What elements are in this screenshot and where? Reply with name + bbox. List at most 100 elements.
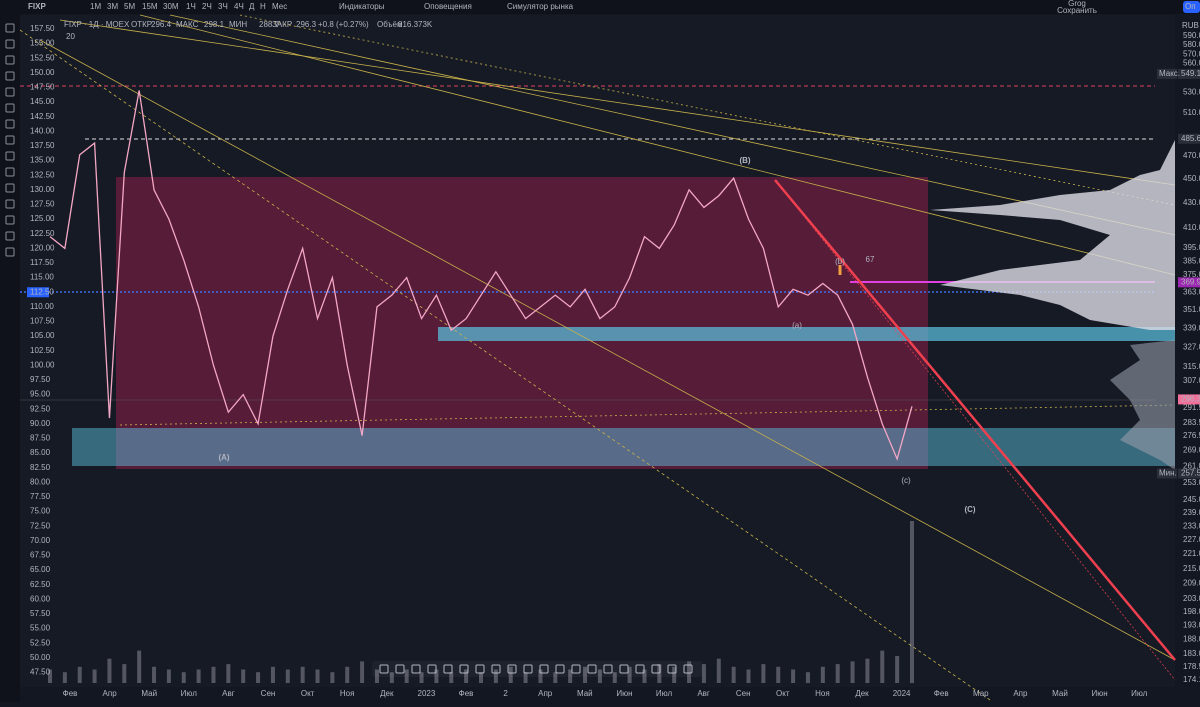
x-axis-label: Ноя (340, 689, 355, 698)
interval-button[interactable]: Н (260, 2, 266, 11)
interval-button[interactable]: 15М (142, 2, 158, 11)
tool-icon[interactable] (5, 135, 15, 145)
volume-bar (791, 669, 796, 683)
replay-button[interactable]: Симулятор рынка (507, 2, 574, 11)
tool-icon[interactable] (491, 664, 501, 674)
tool-icon[interactable] (507, 664, 517, 674)
tool-icon[interactable] (619, 664, 629, 674)
tool-icon[interactable] (555, 664, 565, 674)
badge-label: Мин. (1159, 469, 1177, 478)
live-button[interactable] (1183, 1, 1200, 13)
tool-icon[interactable] (683, 664, 693, 674)
tool-icon[interactable] (475, 664, 485, 674)
legend-title: FIXP · 1Д · MOEX (64, 20, 130, 29)
tool-icon[interactable] (5, 71, 15, 81)
volume-profile (1110, 340, 1175, 470)
tool-icon[interactable] (411, 664, 421, 674)
interval-button[interactable]: 5М (124, 2, 135, 11)
tool-icon[interactable] (5, 231, 15, 241)
price-line (49, 90, 913, 461)
left-axis-label: 122.50 (30, 229, 55, 238)
left-axis-label: 67.50 (30, 551, 51, 560)
wave-line (774, 179, 1176, 681)
interval-button[interactable]: 1Ч (186, 2, 196, 11)
tool-icon[interactable] (5, 55, 15, 65)
alerts-button[interactable]: Оповещения (424, 2, 472, 11)
price-badge (1178, 468, 1200, 479)
tool-icon[interactable] (603, 664, 613, 674)
tool-icon[interactable] (5, 103, 15, 113)
tool-icon[interactable] (5, 23, 15, 33)
interval-button[interactable]: 3М (107, 2, 118, 11)
volume-bar (211, 666, 216, 683)
tool-icon[interactable] (5, 183, 15, 193)
tool-icon[interactable] (635, 664, 645, 674)
tool-icon[interactable] (523, 664, 533, 674)
tool-icon[interactable] (5, 39, 15, 49)
volume-bar (122, 664, 127, 683)
tool-icon[interactable] (5, 151, 15, 161)
left-axis-label: 97.50 (30, 375, 51, 384)
x-axis-label: Апр (103, 689, 118, 698)
tool-icon[interactable] (443, 664, 453, 674)
tool-icon[interactable] (539, 664, 549, 674)
left-axis-label: 120.00 (30, 243, 55, 252)
volume-bar (181, 672, 186, 683)
left-axis-label: 112.50 (30, 287, 54, 296)
right-axis-label: 510.0 (1183, 108, 1200, 117)
tool-icon[interactable] (651, 664, 661, 674)
right-axis-label: 221.0 (1183, 549, 1200, 558)
volume-bar (449, 672, 454, 683)
tool-icon[interactable] (459, 664, 469, 674)
wave-label: (c) (901, 476, 911, 485)
left-axis-label: 82.50 (30, 463, 51, 472)
left-axis-label: 52.50 (30, 638, 51, 647)
x-axis-label: Май (577, 689, 593, 698)
interval-button[interactable]: 1М (90, 2, 101, 11)
badge-value: 296.3 (1181, 395, 1200, 404)
interval-button[interactable]: 3Ч (218, 2, 228, 11)
tool-icon[interactable] (5, 87, 15, 97)
volume-bar (523, 672, 528, 683)
tool-icon[interactable] (5, 247, 15, 257)
interval-button[interactable]: 2Ч (202, 2, 212, 11)
tool-icon[interactable] (5, 119, 15, 129)
interval-button[interactable]: 4Ч (234, 2, 244, 11)
tool-icon[interactable] (5, 215, 15, 225)
user-name: Grog (1068, 0, 1086, 8)
support-zone (438, 327, 1175, 341)
interval-button[interactable]: Д (249, 2, 255, 11)
tool-icon[interactable] (5, 199, 15, 209)
volume-bar (553, 672, 558, 683)
tool-icon[interactable] (667, 664, 677, 674)
tool-icon[interactable] (395, 664, 405, 674)
tool-icon[interactable] (587, 664, 597, 674)
symbol[interactable]: FIXP (28, 2, 46, 11)
tool-icon[interactable] (379, 664, 389, 674)
right-axis-label: 590.0 (1183, 31, 1200, 40)
right-axis-label: 193.0 (1183, 621, 1200, 630)
drawing-toolbar[interactable] (372, 661, 702, 677)
left-axis-label: 127.50 (30, 200, 55, 209)
left-axis-label: 75.00 (30, 507, 51, 516)
right-axis-label: 269.0 (1183, 446, 1200, 455)
x-axis-label: Фев (459, 689, 474, 698)
tool-icon[interactable] (427, 664, 437, 674)
wave-label: (a) (792, 321, 802, 330)
tool-icon[interactable] (571, 664, 581, 674)
indicators-button[interactable]: Индикаторы (339, 2, 385, 11)
tool-icon[interactable] (5, 167, 15, 177)
volume-bar (642, 669, 647, 683)
ma-length: 20 (66, 32, 75, 41)
interval-button[interactable]: 30М (163, 2, 179, 11)
badge-value: 369.9 (1181, 277, 1200, 286)
live-label: Оп (1185, 2, 1196, 11)
interval-button[interactable]: Мес (272, 2, 287, 11)
volume-bar (597, 669, 602, 683)
save-button[interactable]: Сохранить (1057, 6, 1097, 15)
right-axis-label: 570.0 (1183, 49, 1200, 58)
legend-low: 288.7 (259, 20, 280, 29)
volume-bar (300, 666, 305, 683)
x-axis-label: 2024 (893, 689, 911, 698)
